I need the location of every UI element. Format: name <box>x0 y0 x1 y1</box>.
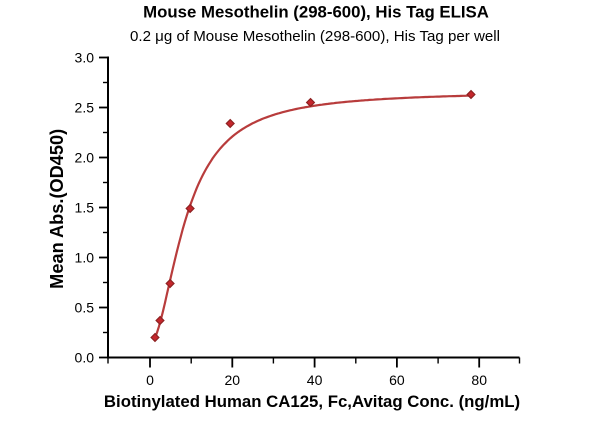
svg-text:0.5: 0.5 <box>75 300 95 316</box>
svg-text:3.0: 3.0 <box>75 50 95 66</box>
svg-text:Mouse Mesothelin (298-600), Hi: Mouse Mesothelin (298-600), His Tag ELIS… <box>143 3 489 22</box>
svg-text:0.2 μg of Mouse Mesothelin (29: 0.2 μg of Mouse Mesothelin (298-600), Hi… <box>130 28 500 45</box>
svg-text:0: 0 <box>146 372 154 388</box>
svg-text:80: 80 <box>471 372 487 388</box>
svg-text:1.5: 1.5 <box>75 200 95 216</box>
svg-text:60: 60 <box>389 372 405 388</box>
svg-text:2.0: 2.0 <box>75 150 95 166</box>
svg-text:0.0: 0.0 <box>75 350 95 366</box>
svg-text:1.0: 1.0 <box>75 250 95 266</box>
svg-text:40: 40 <box>307 372 323 388</box>
svg-text:Biotinylated Human CA125, Fc,A: Biotinylated Human CA125, Fc,Avitag Conc… <box>104 392 520 411</box>
svg-text:20: 20 <box>225 372 241 388</box>
svg-text:2.5: 2.5 <box>75 100 95 116</box>
svg-text:Mean Abs.(OD450): Mean Abs.(OD450) <box>47 129 67 289</box>
